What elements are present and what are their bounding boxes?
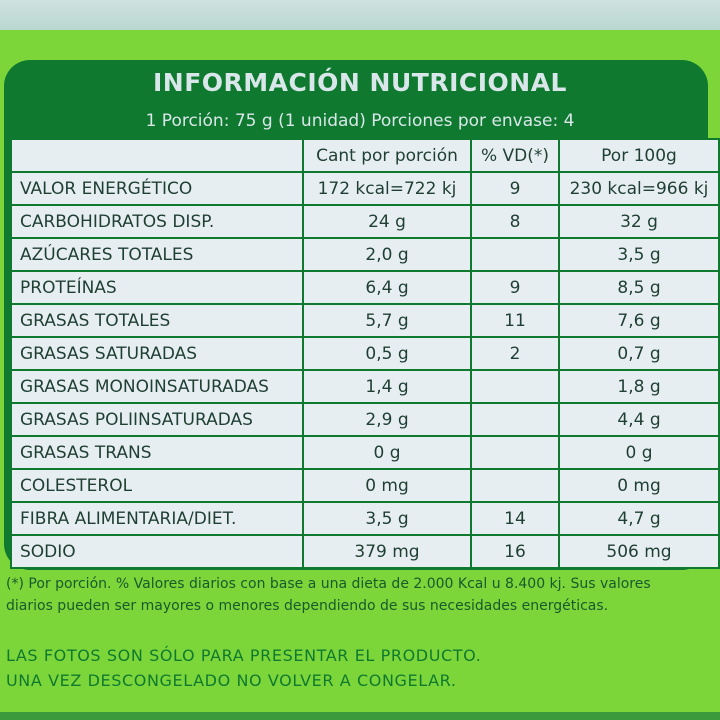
note-line-1: LAS FOTOS SON SÓLO PARA PRESENTAR EL PRO… [6, 646, 482, 665]
table-row: GRASAS POLIINSATURADAS 2,9 g 4,4 g [10, 402, 720, 437]
nutrient-name: GRASAS SATURADAS [10, 336, 304, 371]
per-portion-value: 379 mg [302, 534, 472, 569]
nutrient-name: FIBRA ALIMENTARIA/DIET. [10, 501, 304, 536]
nutrient-name: GRASAS MONOINSATURADAS [10, 369, 304, 404]
table-row: GRASAS TOTALES 5,7 g 11 7,6 g [10, 303, 720, 338]
per-100g-value: 506 mg [558, 534, 720, 569]
vd-value [470, 435, 560, 470]
per-100g-value: 8,5 g [558, 270, 720, 305]
per-100g-value: 4,4 g [558, 402, 720, 437]
nutrition-table: Cant por porción % VD(*) Por 100g VALOR … [10, 138, 720, 569]
nutrient-name: AZÚCARES TOTALES [10, 237, 304, 272]
table-row: VALOR ENERGÉTICO 172 kcal=722 kj 9 230 kcal… [10, 171, 720, 206]
header-cell-name [10, 138, 304, 173]
nutrient-name: PROTEÍNAS [10, 270, 304, 305]
per-100g-value: 0 mg [558, 468, 720, 503]
vd-value: 2 [470, 336, 560, 371]
per-100g-value: 4,7 g [558, 501, 720, 536]
footnote-line-2: diarios pueden ser mayores o menores dep… [6, 598, 609, 614]
per-100g-value: 3,5 g [558, 237, 720, 272]
per-100g-value: 1,8 g [558, 369, 720, 404]
header-cell-per-100g: Por 100g [558, 138, 720, 173]
per-portion-value: 2,0 g [302, 237, 472, 272]
per-portion-value: 0 g [302, 435, 472, 470]
vd-value [470, 369, 560, 404]
vd-value: 16 [470, 534, 560, 569]
table-row: GRASAS MONOINSATURADAS 1,4 g 1,8 g [10, 369, 720, 404]
per-portion-value: 1,4 g [302, 369, 472, 404]
vd-value [470, 468, 560, 503]
nutrient-name: VALOR ENERGÉTICO [10, 171, 304, 206]
per-portion-value: 24 g [302, 204, 472, 239]
per-portion-value: 6,4 g [302, 270, 472, 305]
nutrient-name: GRASAS TRANS [10, 435, 304, 470]
per-portion-value: 3,5 g [302, 501, 472, 536]
per-100g-value: 7,6 g [558, 303, 720, 338]
footnote-line-1: (*) Por porción. % Valores diarios con b… [6, 576, 651, 592]
vd-value: 8 [470, 204, 560, 239]
table-row: FIBRA ALIMENTARIA/DIET. 3,5 g 14 4,7 g [10, 501, 720, 536]
package-notes: LAS FOTOS SON SÓLO PARA PRESENTAR EL PRO… [6, 643, 714, 693]
per-portion-value: 0 mg [302, 468, 472, 503]
footnote: (*) Por porción. % Valores diarios con b… [6, 573, 714, 617]
background-strip [0, 0, 720, 30]
table-row: AZÚCARES TOTALES 2,0 g 3,5 g [10, 237, 720, 272]
nutrient-name: SODIO [10, 534, 304, 569]
table-row: CARBOHIDRATOS DISP. 24 g 8 32 g [10, 204, 720, 239]
note-line-2: UNA VEZ DESCONGELADO NO VOLVER A CONGELA… [6, 671, 457, 690]
table-row: PROTEÍNAS 6,4 g 9 8,5 g [10, 270, 720, 305]
nutrient-name: CARBOHIDRATOS DISP. [10, 204, 304, 239]
per-100g-value: 0,7 g [558, 336, 720, 371]
portion-line: 1 Porción: 75 g (1 unidad) Porciones por… [145, 111, 575, 131]
vd-value [470, 402, 560, 437]
per-portion-value: 172 kcal=722 kj [302, 171, 472, 206]
vd-value: 9 [470, 171, 560, 206]
table-header-row: Cant por porción % VD(*) Por 100g [10, 138, 720, 173]
nutrient-name: GRASAS POLIINSATURADAS [10, 402, 304, 437]
vd-value: 11 [470, 303, 560, 338]
per-portion-value: 0,5 g [302, 336, 472, 371]
table-row: COLESTEROL 0 mg 0 mg [10, 468, 720, 503]
table-row: SODIO 379 mg 16 506 mg [10, 534, 720, 569]
per-portion-value: 5,7 g [302, 303, 472, 338]
table-row: GRASAS SATURADAS 0,5 g 2 0,7 g [10, 336, 720, 371]
per-100g-value: 0 g [558, 435, 720, 470]
per-100g-value: 230 kcal=966 kj [558, 171, 720, 206]
vd-value: 14 [470, 501, 560, 536]
header-cell-per-portion: Cant por porción [302, 138, 472, 173]
vd-value [470, 237, 560, 272]
per-100g-value: 32 g [558, 204, 720, 239]
per-portion-value: 2,9 g [302, 402, 472, 437]
nutrient-name: GRASAS TOTALES [10, 303, 304, 338]
bottom-strip [0, 712, 720, 720]
label-title: INFORMACIÓN NUTRICIONAL [153, 68, 567, 97]
header-cell-vd: % VD(*) [470, 138, 560, 173]
vd-value: 9 [470, 270, 560, 305]
nutrient-name: COLESTEROL [10, 468, 304, 503]
